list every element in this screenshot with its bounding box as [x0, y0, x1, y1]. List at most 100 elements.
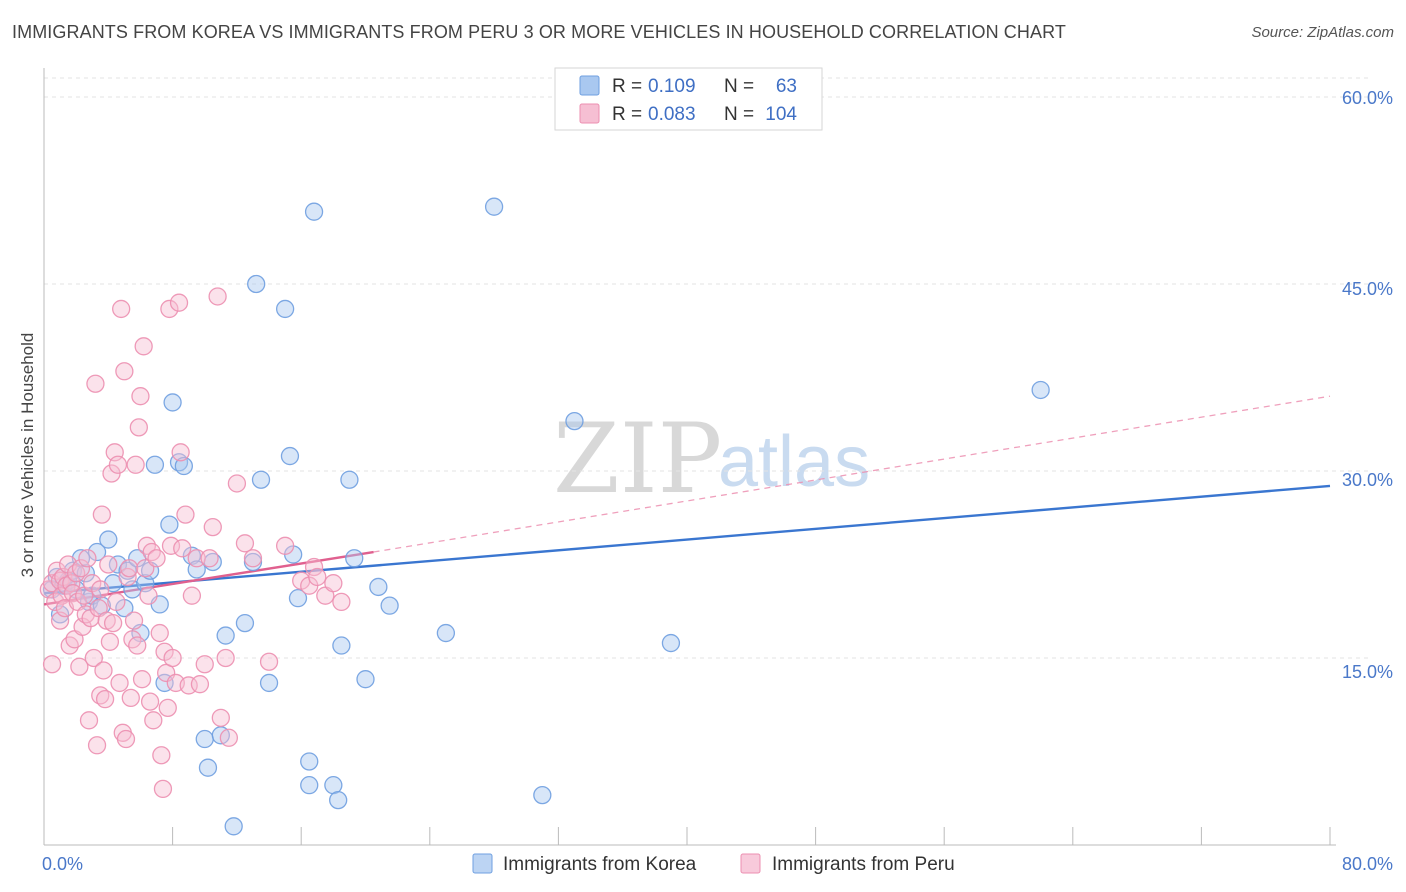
point-korea-58: [436, 623, 456, 643]
point-korea-61: [565, 411, 584, 431]
point-peru-83: [187, 549, 206, 568]
stats-legend: R = 0.109 N = 63 R = 0.083 N = 104: [554, 67, 823, 131]
point-peru-80: [176, 505, 195, 524]
point-korea-46: [288, 589, 308, 608]
point-peru-2: [42, 655, 62, 674]
point-peru-66: [147, 549, 166, 568]
trend-lines: [43, 395, 1331, 606]
point-korea-36: [216, 626, 235, 645]
x-tick-label-0: 0.0%: [42, 854, 83, 874]
point-peru-32: [91, 580, 110, 599]
point-korea-30: [182, 546, 202, 565]
point-peru-24: [79, 711, 99, 730]
point-korea-13: [99, 530, 118, 549]
point-peru-10: [57, 576, 76, 595]
point-peru-93: [235, 534, 255, 553]
legend-r-label-korea: R =: [612, 76, 642, 97]
point-peru-86: [200, 549, 219, 568]
series-legend-label-peru: Immigrants from Peru: [772, 854, 955, 875]
point-peru-63: [140, 692, 160, 711]
point-korea-42: [259, 673, 279, 693]
axes: [43, 68, 1336, 846]
point-korea-33: [198, 758, 218, 777]
point-korea-63: [1031, 380, 1050, 400]
point-korea-60: [533, 785, 552, 805]
point-peru-96: [275, 536, 295, 555]
point-peru-27: [84, 648, 103, 668]
point-peru-28: [86, 374, 105, 393]
point-peru-82: [182, 586, 202, 605]
point-korea-38: [235, 613, 255, 633]
point-peru-33: [92, 505, 112, 524]
point-peru-69: [153, 779, 173, 799]
point-peru-75: [163, 648, 182, 668]
point-peru-91: [219, 728, 239, 747]
point-peru-85: [195, 655, 214, 674]
point-peru-72: [158, 698, 177, 718]
point-korea-32: [195, 729, 214, 749]
point-peru-87: [203, 517, 222, 537]
point-peru-23: [78, 549, 97, 568]
legend-n-label-peru: N =: [724, 104, 754, 125]
point-korea-37: [224, 817, 243, 836]
point-peru-77: [169, 293, 189, 312]
gridlines: [44, 77, 1370, 659]
y-tick-label-60: 60.0%: [1342, 88, 1393, 108]
point-peru-18: [70, 657, 89, 676]
point-korea-27: [163, 393, 182, 412]
legend-r-label-peru: R =: [612, 104, 642, 125]
point-korea-11: [87, 542, 107, 562]
point-peru-59: [134, 337, 153, 356]
point-peru-34: [94, 661, 113, 680]
point-peru-37: [99, 555, 118, 574]
trend-extension-peru: [373, 395, 1331, 553]
point-peru-38: [100, 632, 120, 651]
watermark-zip: ZIP: [553, 403, 722, 515]
point-peru-44: [110, 673, 129, 693]
point-korea-57: [380, 596, 399, 615]
point-korea-47: [300, 752, 319, 771]
point-peru-51: [121, 688, 140, 708]
watermark: ZIP atlas: [553, 403, 870, 515]
point-korea-59: [484, 197, 504, 216]
x-tick-label-80: 80.0%: [1342, 854, 1393, 874]
point-korea-15: [108, 555, 128, 574]
legend-n-value-peru: 104: [765, 104, 797, 125]
legend-swatch-peru: [579, 103, 600, 124]
point-peru-43: [108, 455, 128, 474]
point-peru-73: [160, 299, 179, 319]
point-peru-74: [161, 536, 181, 555]
point-korea-40: [247, 274, 266, 294]
point-peru-67: [150, 623, 169, 643]
point-korea-54: [345, 549, 364, 568]
point-korea-62: [661, 633, 681, 653]
legend-n-label-korea: N =: [724, 76, 754, 97]
point-korea-49: [304, 202, 324, 221]
legend-r-value-peru: 0.083: [648, 104, 696, 125]
point-peru-48: [116, 729, 136, 749]
watermark-atlas: atlas: [718, 422, 870, 502]
point-korea-41: [251, 470, 271, 489]
point-korea-48: [300, 776, 319, 795]
point-peru-47: [115, 362, 134, 381]
point-korea-51: [329, 790, 348, 810]
point-peru-88: [208, 287, 227, 306]
point-peru-79: [173, 539, 192, 558]
trend-line-peru: [43, 550, 374, 606]
data-points: [39, 197, 1050, 836]
chart-title: IMMIGRANTS FROM KOREA VS IMMIGRANTS FROM…: [12, 22, 1066, 42]
point-peru-35: [95, 689, 115, 709]
y-tick-label-15: 15.0%: [1342, 662, 1393, 682]
point-peru-89: [211, 708, 230, 727]
point-peru-57: [131, 387, 150, 406]
point-peru-78: [171, 443, 190, 462]
y-tick-label-45: 45.0%: [1342, 279, 1393, 299]
point-peru-55: [128, 636, 147, 655]
point-korea-26: [160, 515, 179, 534]
point-peru-58: [132, 670, 152, 689]
point-korea-53: [340, 470, 359, 489]
point-peru-42: [107, 592, 126, 612]
point-korea-44: [280, 446, 300, 466]
point-peru-14: [63, 584, 83, 603]
